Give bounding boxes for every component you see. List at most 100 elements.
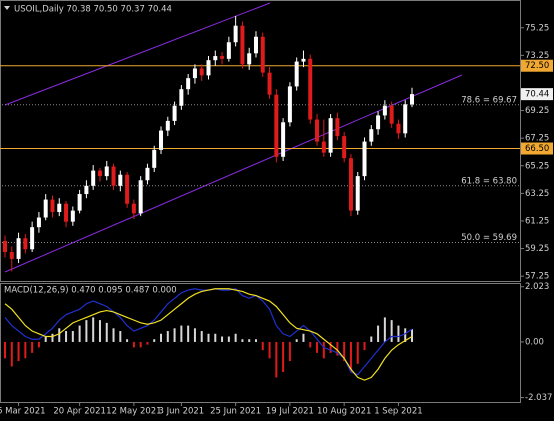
candle-body [281, 122, 286, 157]
candle-body [308, 58, 313, 120]
level-tag [521, 59, 553, 72]
macd-bar [44, 336, 47, 342]
macd-bar [126, 339, 129, 342]
candle-body [342, 136, 347, 159]
candle-body [159, 130, 164, 150]
candle-body [287, 86, 292, 123]
candle-body [165, 120, 170, 131]
y-tick-label: -2.037 [525, 393, 552, 403]
macd-bar [356, 341, 359, 364]
macd-bar [370, 336, 373, 342]
macd-bar [336, 341, 339, 356]
y-tick-label: 57.25 [525, 272, 549, 282]
macd-bar [37, 341, 40, 348]
macd-bar [58, 328, 61, 342]
x-tick-label: 26 Mar 2021 [0, 407, 46, 417]
candle-body [186, 78, 191, 90]
macd-bar [261, 341, 264, 351]
y-tick-label: 63.25 [525, 189, 549, 199]
macd-bar [24, 341, 27, 359]
macd-bar [411, 329, 413, 342]
candle-body [192, 68, 197, 79]
y-tick-label: 69.25 [525, 106, 549, 116]
candle-body [57, 203, 62, 212]
macd-bar [302, 333, 305, 342]
candle-body [267, 72, 272, 95]
macd-bar [146, 341, 149, 345]
x-tick-label: 1 Sep 2021 [374, 407, 422, 417]
macd-panel-frame [0, 283, 521, 403]
macd-bar [166, 331, 169, 342]
candle-body [91, 170, 96, 186]
menu-triangle[interactable] [4, 6, 10, 10]
macd-bar [363, 341, 366, 351]
macd-bar [377, 325, 380, 342]
macd-bar [404, 328, 407, 342]
macd-bar [207, 333, 210, 342]
macd-bar [180, 325, 183, 342]
candle-body [260, 36, 265, 73]
macd-bar [309, 341, 312, 348]
candle-body [389, 105, 394, 124]
candle-body [321, 141, 326, 153]
macd-bar [17, 341, 20, 362]
candle-body [50, 199, 55, 212]
candle-body [3, 240, 7, 253]
y-tick-label: 73.25 [525, 51, 549, 61]
macd-title: MACD(12,26,9) 0.470 0.095 0.487 0.000 [4, 286, 177, 296]
macd-bar [153, 339, 156, 342]
macd-bar [227, 336, 230, 342]
candle-body [172, 105, 177, 121]
macd-bar [383, 317, 386, 342]
x-tick-label: 10 Aug 2021 [317, 407, 371, 417]
candle-body [240, 25, 245, 65]
candle-body [403, 104, 408, 134]
macd-bar [4, 341, 6, 359]
macd-bar [275, 341, 278, 378]
candle-body [118, 174, 123, 186]
y-tick-label: 61.25 [525, 216, 549, 226]
macd-bar [85, 320, 88, 342]
y-tick-label: 2.023 [525, 282, 549, 292]
candle-body [301, 58, 306, 62]
x-tick-label: 20 Apr 2021 [53, 407, 106, 417]
candle-body [64, 203, 69, 222]
x-tick-label: 12 May 2021 [106, 407, 161, 417]
candle-body [125, 174, 130, 204]
candle-body [382, 105, 387, 116]
y-tick-label: 65.25 [525, 161, 549, 171]
candle-body [376, 115, 381, 130]
candle-body [30, 227, 35, 250]
candle-body [247, 53, 252, 65]
candle-body [97, 170, 102, 177]
macd-bar [139, 341, 142, 348]
fib-label: 50.0 = 59.69 [461, 233, 517, 243]
candle-body [152, 149, 157, 168]
candle-body [9, 252, 14, 259]
candle-body [328, 118, 333, 153]
macd-bar [132, 341, 135, 348]
candle-body [145, 167, 150, 181]
y-tick-label: 75.25 [525, 23, 549, 33]
channel-upper [4, 2, 271, 106]
candle-body [23, 238, 28, 250]
macd-bar [200, 331, 203, 342]
macd-bar [187, 325, 190, 342]
macd-bar [288, 341, 291, 362]
macd-bar [119, 331, 122, 342]
candle-body [111, 166, 116, 186]
macd-bar [397, 325, 400, 342]
candle-body [16, 238, 21, 259]
macd-bar [98, 320, 101, 342]
macd-bar [173, 328, 176, 342]
macd-bar [160, 333, 163, 342]
chart-title: USOIL,Daily 70.38 70.50 70.37 70.44 [14, 5, 172, 15]
macd-bar [268, 341, 271, 359]
macd-line [4, 288, 413, 381]
macd-bar [316, 341, 319, 353]
candle-body [315, 119, 320, 142]
macd-bar [71, 331, 74, 342]
y-tick-label: 67.25 [525, 134, 549, 144]
level-label: 72.50 [525, 61, 549, 71]
candle-body [77, 194, 82, 211]
